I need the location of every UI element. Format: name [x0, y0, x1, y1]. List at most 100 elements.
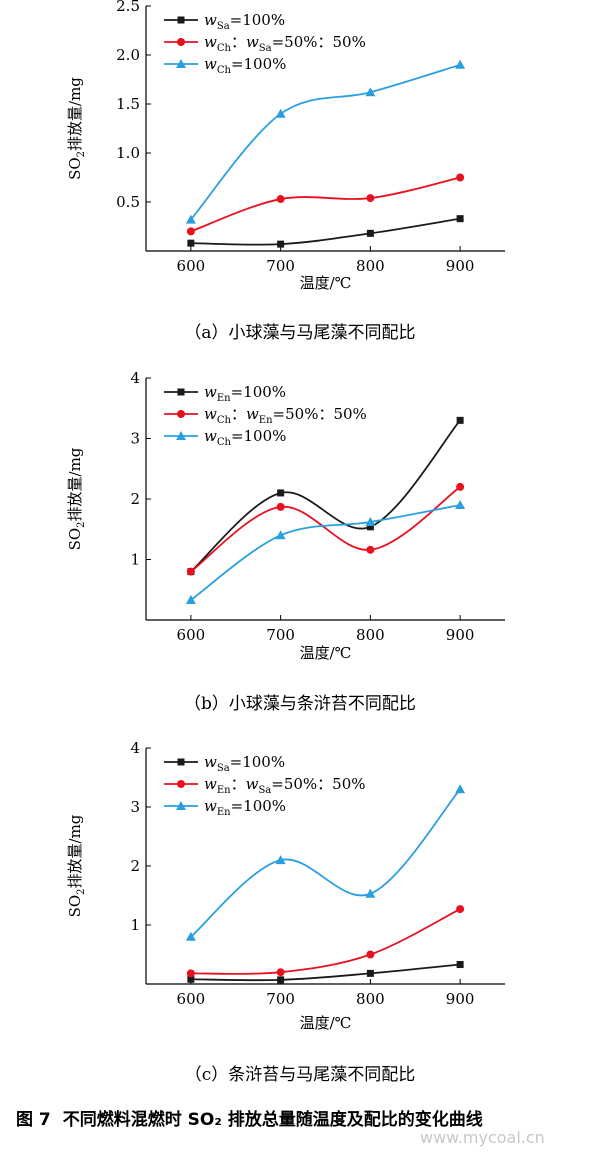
legend-label: wCh​=100%: [204, 427, 286, 448]
data-point: [185, 931, 196, 941]
data-point: [177, 410, 185, 418]
data-point: [186, 567, 195, 576]
figure-number: 图 7: [16, 1110, 51, 1130]
x-tick-label: 800: [356, 257, 385, 275]
data-point: [176, 59, 186, 68]
y-tick-label: 4: [130, 739, 140, 757]
legend-label: wEn​=100%: [204, 383, 286, 404]
x-tick-label: 900: [446, 990, 475, 1008]
chart-b-svg: 1234600700800900温度/℃SO2排放量/mgwEn​=100%wC…: [66, 369, 505, 662]
y-tick-label: 1.0: [116, 144, 140, 162]
legend-label: wSa​=100%: [204, 11, 285, 32]
caption-b: （b）小球藻与条浒苔不同配比: [184, 694, 416, 714]
data-point: [455, 59, 466, 69]
legend: wSa​=100%wEn​：wSa​=50%：50%wEn​=100%: [164, 753, 366, 818]
data-point: [456, 961, 464, 969]
data-point: [277, 489, 285, 497]
data-point: [276, 502, 285, 511]
legend-label: wCh​：wEn​=50%：50%: [204, 405, 367, 426]
data-point: [456, 416, 464, 424]
chart-panel-c: 1234600700800900温度/℃SO2排放量/mgwSa​=100%wE…: [0, 734, 600, 1044]
data-point: [365, 87, 376, 97]
x-tick-label: 800: [356, 990, 385, 1008]
y-tick-label: 2.5: [116, 0, 140, 15]
data-point: [186, 227, 195, 236]
data-point: [456, 173, 465, 182]
y-tick-label: 4: [130, 369, 140, 387]
data-point: [365, 888, 376, 898]
legend: wEn​=100%wCh​：wEn​=50%：50%wCh​=100%: [164, 383, 367, 448]
legend-label: wCh​=100%: [204, 55, 286, 76]
x-tick-label: 700: [266, 626, 295, 644]
watermark: www.mycoal.cn: [420, 1128, 545, 1147]
data-point: [187, 975, 195, 983]
data-point: [176, 431, 186, 440]
data-point: [275, 855, 286, 865]
series-line: [190, 176, 461, 233]
data-point: [366, 950, 375, 959]
x-axis-label: 温度/℃: [300, 274, 352, 292]
data-point: [277, 976, 285, 984]
x-tick-label: 900: [446, 257, 475, 275]
data-point: [277, 240, 285, 248]
figure-title: 图 7 不同燃料混燃时 SO₂ 排放总量随温度及配比的变化曲线: [16, 1108, 596, 1132]
x-tick-label: 800: [356, 626, 385, 644]
y-tick-label: 0.5: [116, 193, 140, 211]
data-point: [275, 530, 286, 540]
data-point: [177, 780, 185, 788]
data-point: [177, 388, 185, 396]
chart-panel-b: 1234600700800900温度/℃SO2排放量/mgwEn​=100%wC…: [0, 364, 600, 674]
y-tick-label: 1: [130, 551, 140, 569]
data-point: [366, 523, 374, 531]
chart-panel-a: 0.5 1.0 1.5 2.0 2.5 600 700 800 900 温度/℃ SO2排放量/mg…: [0, 0, 600, 300]
data-point: [185, 214, 196, 224]
figure-title-text: 不同燃料混燃时 SO₂ 排放总量随温度及配比的变化曲线: [62, 1110, 483, 1130]
chart-a-svg: 0.5 1.0 1.5 2.0 2.5 600 700 800 900 温度/℃ SO2排放量/mg…: [66, 0, 505, 292]
legend: wSa​=100%wCh​：wSa​=50%：50%wCh​=100%: [164, 11, 366, 76]
data-point: [176, 801, 186, 810]
data-point: [365, 516, 376, 526]
x-tick-label: 900: [446, 626, 475, 644]
series-line: [190, 486, 461, 573]
data-point: [366, 545, 375, 554]
y-tick-label: 3: [130, 430, 140, 448]
x-tick-label: 600: [177, 990, 206, 1008]
x-tick-label: 600: [177, 257, 206, 275]
data-point: [455, 500, 466, 510]
data-point: [177, 758, 185, 766]
y-tick-label: 2.0: [116, 46, 140, 64]
x-tick-label: 700: [266, 990, 295, 1008]
data-point: [177, 16, 185, 24]
x-axis-label: 温度/℃: [300, 1014, 352, 1032]
data-point: [366, 194, 375, 203]
legend-label: wEn​=100%: [204, 797, 286, 818]
y-tick-label: 2: [130, 490, 140, 508]
series-line: [190, 217, 461, 246]
y-tick-label: 1: [130, 916, 140, 934]
x-axis-label: 温度/℃: [300, 644, 352, 662]
y-axis-label: SO2排放量/mg: [66, 447, 87, 550]
y-axis-label: SO2排放量/mg: [66, 77, 87, 180]
data-point: [366, 969, 374, 977]
data-point: [276, 968, 285, 977]
series-line: [190, 419, 461, 573]
series-line: [190, 504, 461, 601]
y-tick-label: 3: [130, 798, 140, 816]
legend-label: wEn​：wSa​=50%：50%: [204, 775, 366, 796]
chart-c-svg: 1234600700800900温度/℃SO2排放量/mgwSa​=100%wE…: [66, 739, 505, 1032]
data-point: [275, 108, 286, 118]
data-point: [456, 905, 465, 914]
data-point: [185, 595, 196, 605]
caption-c: （c）条浒苔与马尾藻不同配比: [184, 1065, 416, 1085]
x-tick-label: 600: [177, 626, 206, 644]
series-line: [190, 63, 461, 221]
x-tick-label: 700: [266, 257, 295, 275]
y-axis-label: SO2排放量/mg: [66, 814, 87, 917]
legend-label: wCh​：wSa​=50%：50%: [204, 33, 366, 54]
data-point: [366, 229, 374, 237]
data-point: [187, 239, 195, 247]
data-point: [177, 38, 185, 46]
data-point: [186, 969, 195, 978]
caption-a: （a）小球藻与马尾藻不同配比: [184, 323, 416, 343]
legend-label: wSa​=100%: [204, 753, 285, 774]
